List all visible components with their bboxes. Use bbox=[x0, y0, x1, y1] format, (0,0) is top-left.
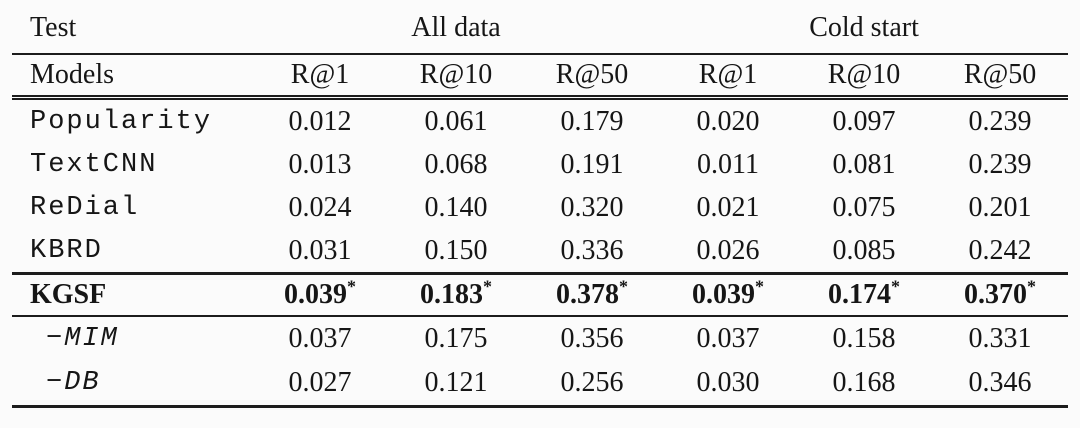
metric-value: 0.020 bbox=[696, 105, 760, 137]
metric-value: 0.346 bbox=[932, 361, 1069, 408]
model-name: −DB bbox=[12, 361, 252, 408]
header-row-groups: Test All data Cold start bbox=[12, 3, 1069, 55]
significance-star: * bbox=[755, 276, 765, 297]
table-row-textcnn: TextCNN 0.013 0.068 0.191 0.011 0.081 0.… bbox=[12, 143, 1068, 186]
metric-value: 0.039* bbox=[252, 273, 388, 317]
model-name: ReDial bbox=[30, 192, 140, 223]
metric-value: 0.037 bbox=[696, 323, 760, 354]
metric-value: 0.039* bbox=[660, 273, 797, 317]
model-name: KBRD bbox=[12, 229, 252, 275]
header-row-metrics: Models R@1 R@10 R@50 R@1 R@10 R@50 bbox=[12, 54, 1069, 100]
metric-value: 0.378* bbox=[524, 273, 661, 317]
significance-star: * bbox=[891, 276, 901, 297]
metric-value: 0.027 bbox=[252, 361, 388, 408]
metric-value: 0.026 bbox=[660, 229, 797, 275]
metric-value: 0.068 bbox=[424, 148, 488, 180]
metric-value: 0.256 bbox=[524, 361, 661, 408]
header-group-cold-start: Cold start bbox=[660, 3, 1069, 55]
metric-value-text: 0.039 bbox=[284, 279, 347, 310]
metric-value: 0.037 bbox=[288, 323, 352, 354]
metric-value: 0.239 bbox=[968, 105, 1032, 137]
results-table-container: Test All data Cold start Models R@1 R@10… bbox=[12, 3, 1069, 408]
table-row-redial: ReDial 0.024 0.140 0.320 0.021 0.075 0.2… bbox=[12, 186, 1068, 229]
metric-value: 0.097 bbox=[832, 105, 896, 137]
metric-value: 0.085 bbox=[796, 229, 933, 275]
metric-value: 0.370* bbox=[932, 273, 1069, 317]
metric-value: 0.031 bbox=[252, 229, 388, 275]
metric-value: 0.242 bbox=[932, 229, 1069, 275]
metric-value: 0.061 bbox=[424, 105, 488, 137]
table-row-minus-mim: −MIM 0.037 0.175 0.356 0.037 0.158 0.331 bbox=[12, 316, 1068, 361]
metric-value: 0.011 bbox=[697, 148, 760, 180]
table-row-kgsf: KGSF 0.039* 0.183* 0.378* 0.039* 0.174* … bbox=[12, 273, 1069, 317]
metric-value-text: 0.039 bbox=[692, 279, 756, 310]
metric-header-r10-all: R@10 bbox=[388, 54, 524, 100]
metric-value: 0.239 bbox=[968, 148, 1032, 180]
metric-value: 0.121 bbox=[388, 361, 524, 408]
metric-value: 0.336 bbox=[524, 229, 661, 275]
significance-star: * bbox=[483, 276, 492, 297]
significance-star: * bbox=[619, 276, 629, 297]
metric-value: 0.024 bbox=[288, 191, 352, 223]
metric-header-r1-all: R@1 bbox=[252, 54, 388, 100]
significance-star: * bbox=[1027, 276, 1037, 297]
metric-header-r1-cold: R@1 bbox=[660, 54, 797, 100]
metric-value: 0.331 bbox=[968, 323, 1032, 354]
metric-value: 0.175 bbox=[424, 323, 488, 354]
metric-value-text: 0.183 bbox=[420, 279, 483, 310]
header-models-label: Models bbox=[12, 54, 252, 100]
metric-value: 0.191 bbox=[560, 148, 624, 180]
metric-value: 0.030 bbox=[660, 361, 797, 408]
header-group-all-data: All data bbox=[252, 3, 661, 55]
metric-value-text: 0.370 bbox=[964, 279, 1028, 310]
metric-value: 0.013 bbox=[288, 148, 352, 180]
model-name: KGSF bbox=[12, 273, 252, 317]
metric-value: 0.158 bbox=[832, 323, 896, 354]
significance-star: * bbox=[347, 276, 356, 297]
metric-value: 0.174* bbox=[796, 273, 933, 317]
metric-value: 0.021 bbox=[696, 191, 760, 223]
metric-value: 0.140 bbox=[424, 191, 488, 223]
metric-value: 0.168 bbox=[796, 361, 933, 408]
metric-value: 0.075 bbox=[832, 191, 896, 223]
metric-value: 0.012 bbox=[288, 105, 352, 137]
metric-value: 0.356 bbox=[560, 323, 624, 354]
model-name: Popularity bbox=[30, 106, 213, 137]
metric-value-text: 0.174 bbox=[828, 279, 892, 310]
model-name: −MIM bbox=[46, 324, 119, 354]
model-name: TextCNN bbox=[30, 149, 158, 180]
table-row-popularity: Popularity 0.012 0.061 0.179 0.020 0.097… bbox=[12, 98, 1068, 144]
metric-value: 0.150 bbox=[388, 229, 524, 275]
table-row-kbrd: KBRD 0.031 0.150 0.336 0.026 0.085 0.242 bbox=[12, 229, 1069, 275]
results-table: Test All data Cold start Models R@1 R@10… bbox=[12, 3, 1069, 408]
metric-header-r50-cold: R@50 bbox=[932, 54, 1069, 100]
metric-value-text: 0.378 bbox=[556, 279, 620, 310]
header-test-label: Test bbox=[12, 3, 252, 55]
table-row-minus-db: −DB 0.027 0.121 0.256 0.030 0.168 0.346 bbox=[12, 361, 1069, 408]
metric-header-r10-cold: R@10 bbox=[796, 54, 933, 100]
metric-value: 0.179 bbox=[560, 105, 624, 137]
metric-header-r50-all: R@50 bbox=[524, 54, 661, 100]
metric-value: 0.081 bbox=[832, 148, 896, 180]
metric-value: 0.320 bbox=[560, 191, 624, 223]
metric-value: 0.201 bbox=[968, 191, 1032, 223]
metric-value: 0.183* bbox=[388, 273, 524, 317]
